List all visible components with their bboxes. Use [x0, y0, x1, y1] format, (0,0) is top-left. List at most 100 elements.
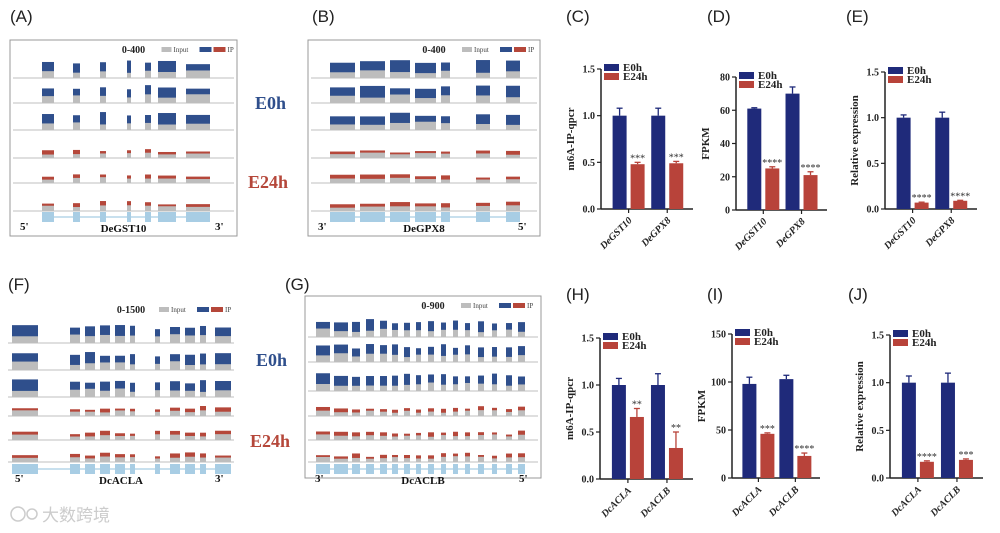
input-coverage	[441, 456, 446, 462]
coverage-track	[308, 344, 538, 363]
input-coverage	[416, 412, 421, 416]
ip-coverage	[478, 375, 484, 391]
input-coverage	[42, 123, 54, 130]
ip-coverage	[100, 408, 110, 416]
input-coverage	[200, 335, 206, 343]
input-coverage	[200, 391, 206, 397]
input-coverage	[380, 385, 387, 391]
ip-coverage	[404, 322, 410, 337]
input-coverage	[73, 122, 80, 130]
ip-coverage	[200, 380, 206, 397]
input-coverage	[334, 385, 348, 391]
coverage-track	[308, 406, 538, 417]
exon-block	[127, 212, 131, 222]
legend-input-swatch	[462, 47, 472, 52]
right-end-label: 5'	[518, 221, 527, 233]
y-axis-label: Relative expression	[854, 361, 866, 452]
coverage-track	[8, 452, 234, 463]
condition-label-e0h: E0h	[256, 350, 287, 370]
input-coverage	[316, 434, 330, 440]
left-end-label: 5'	[15, 473, 24, 485]
condition-label-e24h: E24h	[250, 431, 290, 451]
bar-chart: 0.0 0.5 1.0 1.5 m6A-IP-qpcr *** DeGST10 *** DeGP…	[565, 62, 693, 253]
ip-coverage	[416, 375, 421, 391]
legend-input-swatch	[161, 47, 172, 52]
input-coverage	[366, 435, 374, 440]
coverage-track	[13, 149, 234, 159]
significance-label: ***	[630, 153, 645, 164]
exon-block	[380, 464, 387, 474]
ip-coverage	[441, 203, 450, 211]
ip-coverage	[441, 62, 450, 78]
input-coverage	[130, 435, 135, 440]
input-coverage	[506, 124, 520, 130]
input-coverage	[404, 330, 410, 337]
bar-chart: 0.0 0.5 1.0 1.5 m6A-IP-qpcr ** DcACLA ** DcACLB E…	[564, 331, 693, 521]
legend-label: E0h	[758, 70, 777, 82]
input-coverage	[441, 179, 450, 183]
legend-ip-red-swatch	[211, 307, 223, 312]
input-coverage	[476, 153, 490, 158]
input-coverage	[453, 436, 458, 440]
exon-block	[352, 464, 360, 474]
input-coverage	[73, 177, 80, 183]
input-coverage	[334, 435, 348, 440]
y-tick-label: 1.0	[582, 381, 595, 392]
input-coverage	[70, 334, 80, 343]
input-coverage	[366, 385, 374, 391]
y-tick-label: 20	[720, 172, 730, 183]
input-coverage	[428, 458, 434, 462]
input-coverage	[73, 95, 80, 103]
input-coverage	[170, 361, 180, 370]
ip-coverage	[492, 323, 497, 337]
input-coverage	[158, 97, 176, 103]
legend-ip-red-swatch	[514, 47, 526, 52]
significance-label: **	[632, 400, 642, 411]
input-coverage	[115, 335, 125, 343]
input-coverage	[453, 354, 458, 362]
ip-coverage	[441, 86, 450, 103]
input-coverage	[316, 456, 330, 462]
input-coverage	[492, 330, 497, 337]
ip-coverage	[85, 326, 95, 343]
ip-coverage	[465, 345, 470, 362]
input-coverage	[428, 436, 434, 440]
input-coverage	[158, 206, 176, 211]
ip-coverage	[145, 115, 151, 130]
input-coverage	[366, 353, 374, 362]
y-axis-label: m6A-IP-qpcr	[565, 107, 577, 170]
bar-chart: 0 20 40 60 80 FPKM **** DeGST10 **** DeGPX8 E0hE24…	[700, 70, 827, 254]
x-tick-label: DeGST10	[598, 215, 635, 252]
input-coverage	[100, 390, 110, 397]
input-coverage	[186, 70, 210, 78]
ip-coverage	[465, 323, 470, 337]
significance-label: ****	[801, 163, 821, 174]
right-end-label: 5'	[519, 473, 528, 485]
exon-block	[170, 464, 180, 474]
exon-block	[453, 464, 458, 474]
legend-label: E0h	[754, 327, 773, 339]
bar-e0h	[940, 382, 955, 478]
exon-block	[465, 464, 470, 474]
input-coverage	[170, 434, 180, 440]
input-coverage	[100, 95, 106, 103]
input-coverage	[465, 382, 470, 391]
exon-block	[100, 464, 110, 474]
panel-border	[307, 39, 541, 237]
exon-block	[145, 212, 151, 222]
bar-e24h	[669, 163, 684, 209]
y-tick-label: 0.0	[872, 474, 885, 485]
input-coverage	[441, 123, 450, 130]
y-tick-label: 0.5	[582, 428, 595, 439]
input-coverage	[428, 411, 434, 416]
legend-label: E0h	[912, 328, 931, 340]
input-coverage	[478, 383, 484, 391]
y-tick-label: 0	[721, 474, 726, 485]
coverage-track	[13, 60, 234, 79]
input-coverage	[85, 363, 95, 370]
input-coverage	[73, 72, 80, 78]
ip-coverage	[130, 382, 135, 397]
input-coverage	[392, 412, 398, 416]
ip-coverage	[145, 62, 151, 78]
input-coverage	[158, 154, 176, 158]
